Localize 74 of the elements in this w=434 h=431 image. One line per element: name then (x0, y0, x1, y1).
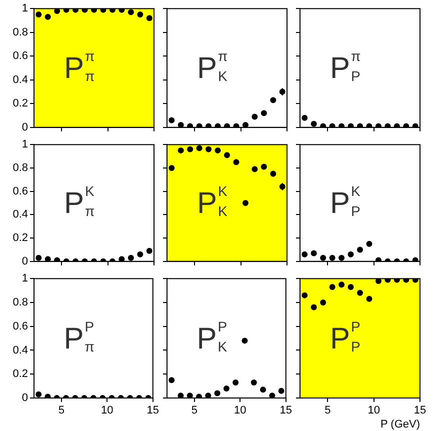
point (214, 147, 221, 154)
y-tick-label: 1 (22, 2, 28, 15)
point (329, 284, 336, 290)
y-tick-label: 0.6 (12, 50, 28, 62)
point (320, 254, 326, 261)
point (242, 200, 248, 206)
point (187, 146, 194, 152)
point (260, 386, 266, 393)
y-tick-label: 0 (22, 392, 28, 404)
y-tick-label: 0.4 (12, 344, 28, 356)
x-tick-label: 15 (280, 404, 292, 417)
point (338, 254, 345, 261)
point (278, 388, 284, 394)
point (260, 164, 267, 170)
x-tick-label: 10 (101, 404, 114, 417)
y-tick-label: 0.2 (12, 232, 28, 244)
point (196, 145, 202, 152)
point (168, 117, 175, 124)
point (223, 385, 230, 392)
x-tick-label: 10 (368, 404, 380, 417)
x-tick-label: 15 (414, 404, 426, 417)
y-tick-label: 1 (22, 272, 28, 285)
point (269, 392, 276, 398)
point (206, 146, 212, 152)
point (214, 390, 220, 396)
point (233, 159, 240, 166)
point (252, 166, 258, 172)
point (232, 379, 239, 386)
point (320, 299, 326, 306)
point (252, 114, 258, 120)
y-tick-label: 0.8 (12, 26, 28, 38)
y-tick-label: 0.6 (12, 185, 28, 198)
x-tick-label: 5 (58, 404, 64, 417)
point (168, 377, 175, 384)
point (186, 392, 193, 398)
point (178, 392, 184, 398)
y-tick-label: 0.2 (12, 368, 28, 380)
point (178, 122, 184, 128)
point (242, 122, 248, 128)
point (329, 254, 336, 261)
point (357, 290, 363, 296)
y-tick-label: 0 (22, 255, 28, 268)
point (348, 284, 354, 290)
point (366, 296, 372, 302)
y-tick-label: 0.8 (12, 162, 28, 174)
x-tick-label: 15 (146, 404, 160, 417)
y-tick-label: 0.6 (12, 320, 28, 332)
point (242, 338, 248, 344)
point (302, 292, 308, 298)
point (357, 246, 363, 253)
point (168, 164, 175, 171)
x-tick-label: 5 (324, 404, 331, 417)
x-axis-title: P (GeV) (380, 418, 420, 430)
point (224, 123, 230, 128)
y-tick-label: 0.8 (12, 296, 28, 309)
x-tick-label: 5 (191, 404, 198, 417)
point (260, 110, 267, 116)
y-tick-label: 1 (22, 138, 28, 151)
point (302, 251, 308, 258)
point (310, 304, 317, 310)
y-tick-label: 0.4 (12, 208, 28, 221)
point (348, 251, 354, 258)
y-tick-label: 0.2 (12, 98, 28, 110)
point (178, 147, 184, 154)
point (338, 282, 345, 288)
x-tick-label: 10 (234, 404, 246, 417)
point (375, 278, 382, 284)
y-tick-label: 0.4 (12, 74, 28, 86)
point (250, 379, 257, 386)
point (310, 250, 317, 256)
point (224, 152, 230, 158)
y-tick-label: 0 (22, 121, 28, 134)
point (205, 392, 212, 398)
point (366, 240, 372, 247)
